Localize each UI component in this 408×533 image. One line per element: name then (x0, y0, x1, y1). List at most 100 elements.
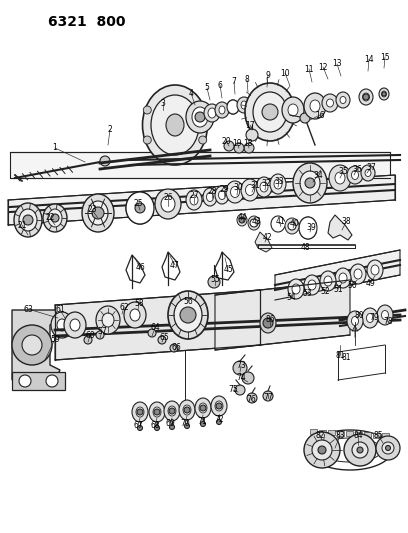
Text: 42: 42 (262, 232, 272, 241)
Text: 20: 20 (221, 136, 231, 146)
Text: 25: 25 (133, 199, 143, 208)
Ellipse shape (320, 271, 336, 291)
Text: 85: 85 (373, 431, 383, 440)
Ellipse shape (51, 312, 73, 338)
Ellipse shape (299, 217, 317, 239)
Ellipse shape (14, 203, 42, 237)
Bar (319, 430, 326, 434)
Text: 69: 69 (165, 419, 175, 429)
Text: 83: 83 (335, 432, 345, 440)
Ellipse shape (326, 99, 333, 107)
Ellipse shape (208, 108, 216, 118)
Text: 45: 45 (223, 265, 233, 274)
Ellipse shape (288, 104, 298, 116)
Circle shape (84, 336, 92, 344)
Circle shape (184, 424, 189, 429)
Text: 74: 74 (236, 374, 246, 383)
Ellipse shape (288, 279, 304, 299)
Text: 32: 32 (261, 179, 271, 188)
Text: 33: 33 (274, 176, 284, 185)
Circle shape (382, 92, 386, 96)
Ellipse shape (352, 171, 359, 180)
Text: 70: 70 (180, 418, 190, 427)
Text: 17: 17 (245, 120, 255, 130)
Text: 75: 75 (228, 385, 238, 394)
Text: 14: 14 (364, 54, 374, 63)
Ellipse shape (124, 302, 146, 328)
Text: 73: 73 (236, 361, 246, 370)
Ellipse shape (96, 306, 120, 334)
Circle shape (235, 385, 245, 395)
Ellipse shape (226, 181, 244, 203)
Ellipse shape (151, 95, 199, 155)
Ellipse shape (379, 88, 389, 100)
Text: 15: 15 (380, 52, 390, 61)
Circle shape (22, 335, 42, 355)
Ellipse shape (347, 311, 363, 331)
Ellipse shape (215, 102, 229, 118)
Text: 36: 36 (352, 165, 362, 174)
Text: 6321  800: 6321 800 (48, 15, 126, 29)
Text: 47: 47 (170, 261, 180, 270)
Ellipse shape (227, 100, 239, 114)
Ellipse shape (186, 190, 202, 210)
Ellipse shape (329, 165, 351, 191)
Ellipse shape (183, 405, 191, 415)
Circle shape (263, 391, 273, 401)
Text: 31: 31 (250, 181, 260, 190)
Ellipse shape (153, 407, 161, 417)
Text: 5: 5 (204, 84, 209, 93)
Text: 56: 56 (183, 297, 193, 306)
Circle shape (357, 447, 363, 453)
Text: 18: 18 (243, 139, 253, 148)
Text: 43: 43 (252, 217, 262, 227)
Ellipse shape (282, 97, 304, 123)
Ellipse shape (362, 93, 370, 101)
Ellipse shape (88, 201, 108, 225)
Ellipse shape (164, 401, 180, 421)
Circle shape (148, 329, 156, 337)
Circle shape (386, 446, 390, 450)
Ellipse shape (102, 313, 114, 327)
Circle shape (19, 375, 31, 387)
Ellipse shape (381, 91, 386, 97)
Ellipse shape (57, 319, 67, 331)
Ellipse shape (241, 101, 247, 109)
Ellipse shape (308, 280, 316, 290)
Ellipse shape (206, 192, 213, 201)
Ellipse shape (304, 93, 326, 119)
Circle shape (262, 104, 278, 120)
Circle shape (135, 203, 145, 213)
Circle shape (137, 409, 143, 415)
Ellipse shape (304, 275, 320, 295)
Text: 81: 81 (341, 353, 351, 362)
Ellipse shape (237, 97, 251, 113)
Ellipse shape (246, 184, 255, 196)
Text: 66: 66 (171, 343, 181, 352)
Ellipse shape (192, 107, 208, 127)
Circle shape (247, 393, 257, 403)
Bar (382, 433, 389, 438)
Polygon shape (12, 372, 65, 390)
Ellipse shape (203, 188, 217, 206)
Ellipse shape (300, 171, 320, 195)
Text: 19: 19 (232, 139, 242, 148)
Text: 28: 28 (207, 188, 217, 197)
Ellipse shape (371, 265, 379, 275)
Polygon shape (215, 280, 350, 350)
Text: 8: 8 (245, 76, 249, 85)
Circle shape (184, 407, 190, 413)
Text: 77: 77 (263, 393, 273, 402)
Polygon shape (215, 252, 234, 280)
Text: 51: 51 (333, 285, 343, 294)
Text: 2: 2 (108, 125, 112, 134)
Ellipse shape (136, 407, 144, 417)
Ellipse shape (168, 406, 176, 416)
Polygon shape (12, 310, 60, 380)
Text: 57: 57 (97, 327, 107, 335)
Ellipse shape (155, 189, 181, 219)
Text: 71: 71 (197, 416, 207, 425)
Circle shape (217, 419, 222, 424)
Text: 38: 38 (341, 217, 351, 227)
Ellipse shape (362, 308, 378, 328)
